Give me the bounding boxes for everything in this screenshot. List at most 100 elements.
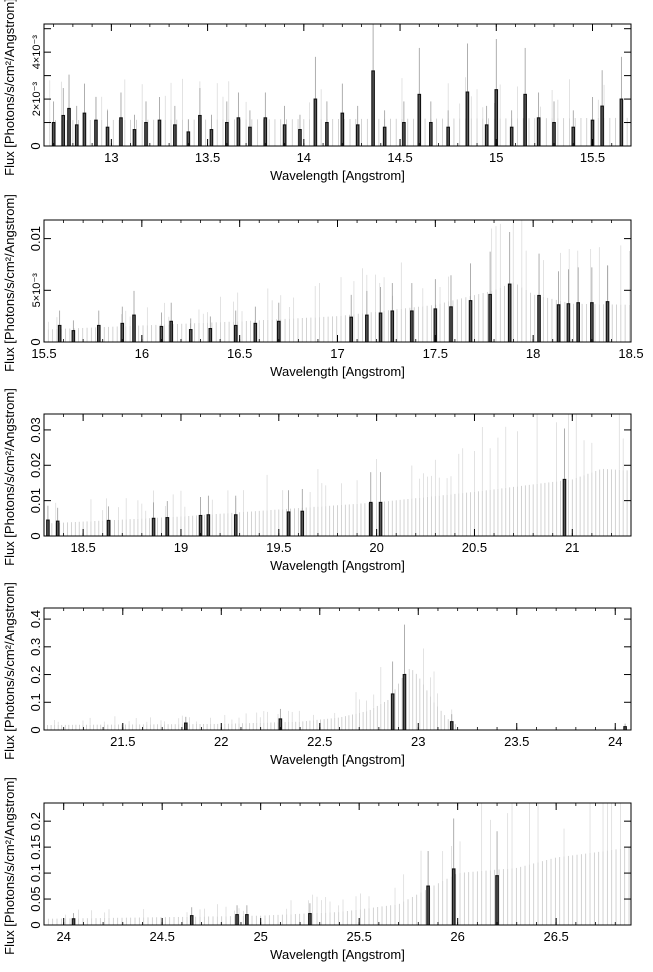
data-bar: [605, 301, 610, 342]
x-tick-label: 23.5: [504, 734, 529, 749]
x-axis: 15.5 16 16.5 17 17.5 18 18.5: [31, 220, 644, 361]
x-tick-label: 23: [411, 734, 425, 749]
y-axis: 0 5×10⁻³ 0.01: [28, 226, 631, 346]
data-bar: [278, 718, 283, 730]
data-bar: [536, 117, 541, 146]
x-tick-label: 24: [56, 929, 70, 944]
y-tick-label: 2×10⁻³: [31, 82, 43, 117]
x-tick-label: 24.5: [150, 929, 175, 944]
data-bar: [209, 129, 214, 146]
data-bar: [61, 114, 66, 146]
x-tick-label: 20.5: [462, 540, 487, 555]
data-bar: [157, 119, 162, 146]
data-bar: [94, 119, 98, 146]
x-tick-label: 13: [104, 150, 118, 165]
y-tick-label: 0.05: [28, 886, 43, 911]
y-axis: 0 2×10⁻³ 4×10⁻³: [28, 28, 631, 150]
plot-area: [44, 24, 628, 146]
data-bar: [484, 124, 489, 146]
x-axis-label: Wavelength [Angstrom]: [270, 168, 405, 183]
plot-area: [44, 414, 631, 536]
y-tick-label: 0.1: [28, 864, 43, 882]
data-bar: [74, 124, 79, 146]
data-bar: [368, 501, 373, 536]
data-bar: [233, 324, 238, 342]
data-bar: [426, 885, 430, 925]
data-bar: [235, 914, 239, 925]
data-bar: [523, 93, 527, 146]
data-bar: [378, 312, 383, 342]
y-tick-label: 0: [28, 532, 43, 539]
x-tick-label: 22: [214, 734, 228, 749]
data-bar: [509, 126, 514, 146]
data-bar: [507, 283, 512, 342]
data-bar: [82, 112, 87, 146]
data-bar: [236, 117, 241, 146]
data-bar: [96, 324, 101, 342]
data-bar: [67, 107, 71, 146]
data-bar: [402, 673, 407, 730]
data-bar: [562, 478, 567, 536]
y-axis: 0 0.05 0.1 0.15 0.2: [28, 812, 631, 929]
data-bar: [449, 306, 453, 342]
x-axis-label: Wavelength [Angstrom]: [270, 364, 405, 379]
x-axis-label: Wavelength [Angstrom]: [270, 558, 405, 573]
data-bar: [46, 519, 50, 536]
x-tick-label: 25: [253, 929, 267, 944]
data-bar: [488, 293, 492, 342]
x-axis: 13 13.5 14 14.5 15 15.5: [53, 24, 632, 165]
data-bar: [623, 726, 627, 730]
plot-area: [44, 624, 627, 730]
x-tick-label: 14: [297, 150, 311, 165]
data-bar: [55, 520, 60, 536]
x-tick-label: 19: [174, 540, 188, 555]
plot-area: [44, 220, 630, 342]
data-bar: [495, 875, 499, 925]
data-bar: [132, 314, 136, 342]
panel-2: 15.5 16 16.5 17 17.5 18 18.5 Wavelength [Angstr…: [2, 194, 644, 379]
data-bar: [198, 514, 203, 536]
data-bar: [313, 98, 318, 146]
data-bar: [57, 324, 62, 342]
plot-frame: [43, 802, 632, 926]
data-bar: [451, 868, 456, 925]
x-axis-label: Wavelength [Angstrom]: [270, 947, 405, 962]
data-bar: [590, 302, 594, 342]
y-tick-label: 0.01: [28, 226, 43, 251]
x-tick-label: 25.5: [347, 929, 372, 944]
x-tick-label: 16.5: [227, 346, 252, 361]
x-tick-label: 20: [369, 540, 383, 555]
data-bar: [71, 918, 76, 925]
x-tick-label: 16: [135, 346, 149, 361]
data-bar: [349, 316, 353, 342]
data-bar: [566, 303, 571, 342]
panel-5: 24 24.5 25 25.5 26 26.5 Wavelength [Angstrom] 0…: [2, 777, 632, 962]
data-bar: [371, 70, 375, 146]
data-bar: [165, 517, 170, 536]
y-tick-label: 0.02: [28, 453, 43, 478]
y-tick-label: 0: [28, 921, 43, 928]
data-bar: [276, 320, 281, 342]
x-tick-label: 15.5: [580, 150, 605, 165]
data-bar: [184, 722, 188, 730]
y-axis: 0 0.1 0.2 0.3 0.4: [28, 610, 631, 734]
data-bar: [494, 89, 499, 146]
data-bar: [132, 129, 137, 146]
data-bar: [340, 112, 345, 146]
x-tick-label: 13.5: [195, 150, 220, 165]
data-bar: [253, 322, 258, 342]
data-bar: [186, 131, 191, 146]
x-axis-label: Wavelength [Angstrom]: [270, 752, 405, 767]
data-bar: [300, 510, 305, 536]
x-axis: 24 24.5 25 25.5 26 26.5: [43, 803, 616, 944]
data-bar: [173, 124, 177, 146]
data-bar: [619, 98, 624, 146]
background-spectrum: [44, 220, 630, 342]
x-tick-label: 17: [330, 346, 344, 361]
data-bar: [600, 105, 604, 146]
x-axis: 21.5 22 22.5 23 23.5 24: [43, 608, 622, 749]
plot-frame: [43, 23, 632, 147]
y-tick-label: 0: [28, 142, 43, 149]
background-spectrum: [44, 414, 631, 536]
